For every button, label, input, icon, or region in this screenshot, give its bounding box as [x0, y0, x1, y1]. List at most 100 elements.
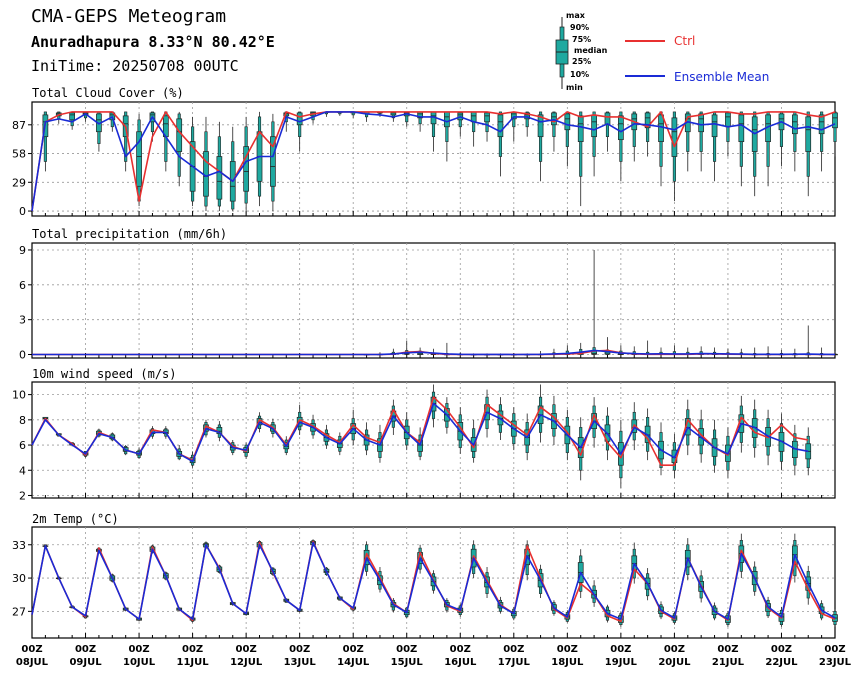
ensemble-mean-line [32, 349, 836, 356]
y-tick-label: 29 [12, 176, 26, 189]
box-iqr [644, 112, 651, 129]
box-iqr [604, 112, 611, 126]
box-iqr [497, 114, 504, 138]
box-iqr [711, 114, 718, 138]
panel-frame [31, 242, 836, 359]
x-tick-label-time: 00Z [557, 644, 578, 655]
box-iqr [564, 113, 571, 131]
box-key-label: min [566, 83, 583, 92]
box-iqr [725, 112, 731, 128]
box-outer [579, 111, 583, 177]
panel-title: Total precipitation (mm/6h) [32, 227, 227, 241]
y-tick-label: 9 [19, 244, 26, 257]
x-tick-label-time: 00Z [236, 644, 257, 655]
y-tick-label: 4 [19, 464, 26, 477]
y-tick-label: 58 [12, 148, 26, 161]
x-tick-label-date: 20JUL [658, 657, 691, 668]
x-tick-label-time: 00Z [717, 644, 738, 655]
y-tick-label: 0 [19, 349, 26, 362]
box-iqr [69, 112, 76, 121]
box-iqr [832, 112, 838, 129]
box-iqr [203, 151, 209, 197]
box-iqr [658, 114, 664, 143]
box-iqr [805, 116, 812, 152]
box-iqr [524, 112, 531, 120]
legend-ctrl-label: Ctrl [674, 34, 695, 48]
x-tick-label-date: 17JUL [498, 657, 531, 668]
box-iqr [738, 114, 745, 143]
x-tick-label-date: 21JUL [712, 657, 745, 668]
ensemble-mean-line [31, 541, 836, 620]
y-tick-label: 33 [12, 539, 26, 552]
panel-title: Total Cloud Cover (%) [32, 86, 184, 100]
x-tick-label-date: 16JUL [444, 657, 477, 668]
legend-mean-label: Ensemble Mean [674, 70, 769, 84]
y-tick-label: 2 [19, 489, 26, 502]
x-tick-label-time: 00Z [289, 644, 310, 655]
box-iqr [136, 131, 142, 187]
box-iqr [791, 114, 798, 135]
box-iqr [671, 117, 678, 157]
x-tick-label-time: 00Z [664, 644, 685, 655]
x-tick-label-date: 13JUL [284, 657, 317, 668]
box-outer [525, 111, 529, 128]
y-tick-label: 30 [12, 572, 26, 585]
box-iqr [270, 136, 276, 187]
box-key-label: 10% [570, 70, 589, 79]
y-tick-label: 87 [12, 119, 26, 132]
x-tick-label-time: 00Z [450, 644, 471, 655]
y-tick-label: 27 [12, 605, 26, 618]
x-tick-label-time: 00Z [343, 644, 364, 655]
x-tick-label-time: 00Z [503, 644, 524, 655]
y-tick-label: 3 [19, 314, 26, 327]
box-iqr [818, 114, 825, 135]
box-key-label: median [574, 46, 608, 55]
box-group [42, 384, 812, 488]
x-tick-label-date: 22JUL [765, 657, 798, 668]
box-iqr [243, 146, 249, 192]
y-tick-label: 6 [19, 279, 26, 292]
box-iqr [176, 118, 183, 152]
y-tick-label: 10 [12, 389, 26, 402]
x-tick-label-time: 00Z [182, 644, 203, 655]
panel-title: 10m wind speed (m/s) [32, 367, 177, 381]
box-iqr [551, 112, 557, 126]
box-group [42, 111, 838, 212]
box-iqr [537, 114, 544, 138]
box-iqr [484, 112, 490, 123]
x-tick-label-time: 00Z [21, 644, 42, 655]
x-tick-label-date: 15JUL [391, 657, 424, 668]
x-tick-label-time: 00Z [610, 644, 631, 655]
box-iqr [698, 113, 705, 133]
panel-title: 2m Temp (°C) [32, 512, 119, 526]
box-iqr [216, 156, 223, 200]
x-tick-label-time: 00Z [128, 644, 149, 655]
x-tick-label-date: 08JUL [16, 657, 49, 668]
y-tick-label: 0 [19, 205, 26, 218]
x-tick-label-date: 14JUL [337, 657, 370, 668]
x-tick-label-time: 00Z [771, 644, 792, 655]
box-key-label: max [566, 11, 586, 20]
meteogram-title: CMA-GEPS Meteogram [31, 6, 227, 27]
x-tick-label-time: 00Z [396, 644, 417, 655]
box-key-label: 90% [570, 23, 589, 32]
box-group [363, 249, 838, 356]
x-tick-label-date: 12JUL [230, 657, 263, 668]
ensemble-mean-line [31, 402, 809, 463]
x-tick-label-date: 19JUL [605, 657, 638, 668]
box-iqr [296, 112, 303, 126]
box-iqr [591, 114, 597, 138]
box-key-label: 75% [572, 35, 591, 44]
box-key-label: 25% [572, 57, 591, 66]
y-tick-label: 6 [19, 439, 26, 452]
y-tick-label: 8 [19, 414, 26, 427]
x-tick-label-time: 00Z [75, 644, 96, 655]
x-tick-label-date: 18JUL [551, 657, 584, 668]
x-tick-label-date: 11JUL [177, 657, 210, 668]
box-iqr [618, 115, 624, 141]
box-iqr [444, 111, 450, 128]
x-tick-label-date: 23JUL [819, 657, 852, 668]
ctrl-line [31, 111, 836, 212]
x-tick-label-time: 00Z [824, 644, 845, 655]
